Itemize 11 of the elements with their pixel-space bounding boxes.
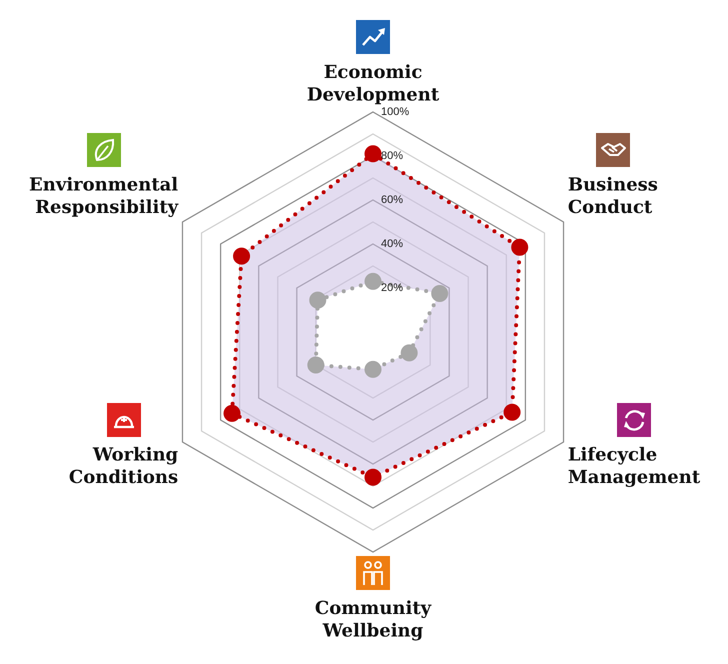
spoke-label: Working Conditions <box>68 444 179 488</box>
spoke-label: Lifecycle Management <box>568 444 701 488</box>
spoke-label: Economic Development <box>306 62 440 106</box>
spoke-label: Environmental Responsibility <box>29 174 179 218</box>
y-tick-label: 60% <box>381 194 404 206</box>
y-tick-label: 80% <box>381 150 404 162</box>
y-tick-label: 100% <box>381 106 410 118</box>
spoke-label: Community Wellbeing <box>314 598 432 642</box>
y-tick-label: 40% <box>381 238 404 250</box>
y-tick-label: 20% <box>381 282 404 294</box>
spoke-label: Business Conduct <box>568 174 658 218</box>
